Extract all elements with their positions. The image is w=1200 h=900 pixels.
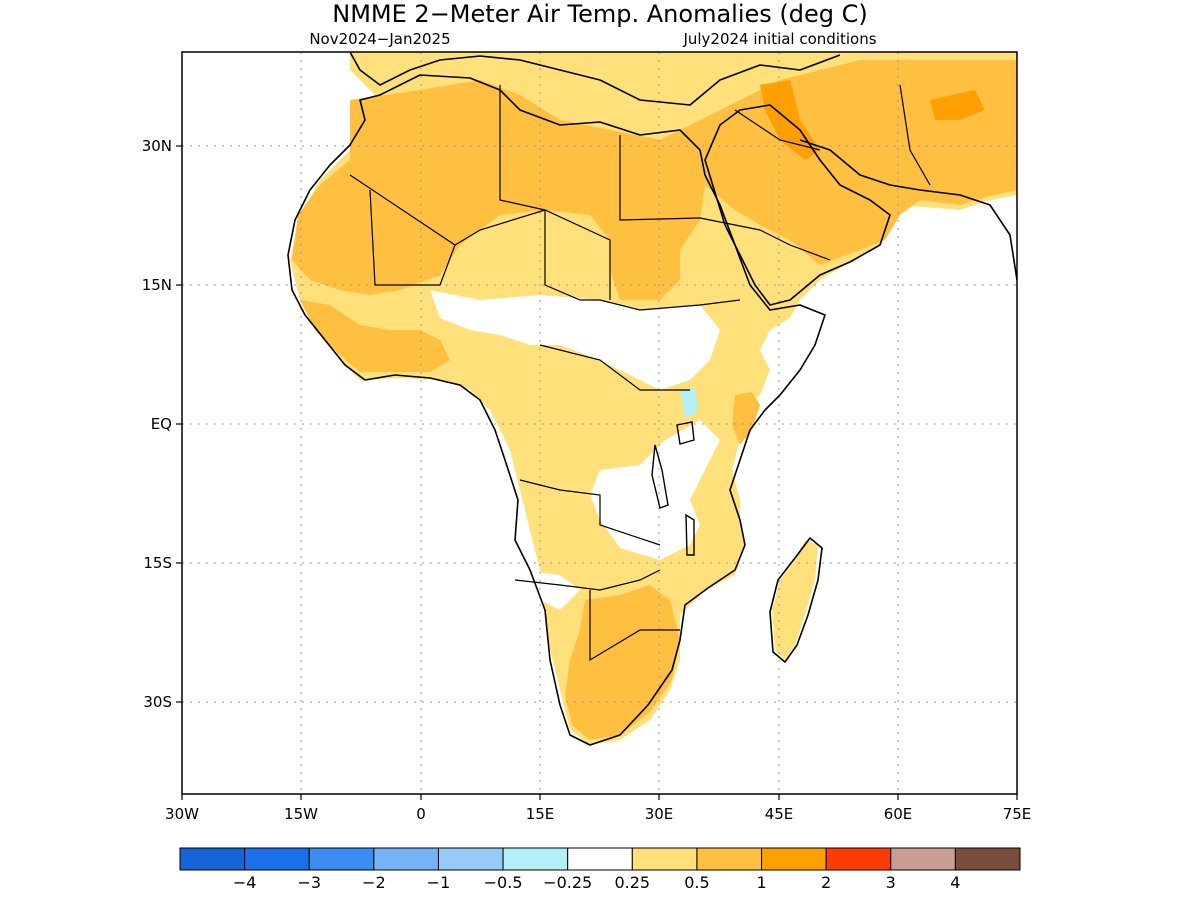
colorbar-swatch xyxy=(567,847,633,871)
colorbar-label: 3 xyxy=(886,873,896,892)
lat-label: 15S xyxy=(143,554,172,572)
anomaly-region-medium xyxy=(292,60,1017,300)
colorbar-swatch xyxy=(437,847,504,871)
colorbar-swatch xyxy=(631,847,698,871)
lake-victoria xyxy=(676,421,695,445)
anomaly-region-medium xyxy=(300,300,450,372)
colorbar-label: 0.5 xyxy=(684,873,709,892)
anomaly-region-neutral xyxy=(430,290,720,390)
lon-label: 75E xyxy=(1003,805,1032,823)
lon-label: 15E xyxy=(526,805,555,823)
colorbar-swatch xyxy=(244,847,310,871)
arabia-coastline xyxy=(704,104,891,306)
map-subtitle-initial-conditions: July2024 initial conditions xyxy=(682,30,876,48)
color-legend-bar xyxy=(179,847,1021,871)
lat-label: 15N xyxy=(142,276,172,294)
lon-label: 30E xyxy=(645,805,674,823)
colorbar-label: −3 xyxy=(297,873,321,892)
africa-coastline xyxy=(287,74,826,746)
colorbar-label: −0.5 xyxy=(484,873,523,892)
colorbar-swatch xyxy=(179,847,246,871)
lon-label: 45E xyxy=(765,805,794,823)
colorbar-swatch xyxy=(308,847,375,871)
longitude-labels: 30W 15W 0 15E 30E 45E 60E 75E xyxy=(165,805,1031,823)
colorbar-label: 2 xyxy=(821,873,831,892)
lat-label: 30N xyxy=(142,137,172,155)
latitude-labels: 30N 15N EQ 15S 30S xyxy=(142,137,172,711)
lon-label: 60E xyxy=(884,805,913,823)
colorbar-swatch xyxy=(890,847,956,871)
country-borders xyxy=(349,84,931,662)
madagascar-coastline xyxy=(769,537,823,663)
colorbar-label: −4 xyxy=(233,873,257,892)
map-subtitle-period: Nov2024−Jan2025 xyxy=(309,30,450,48)
lake-tanganyika xyxy=(651,444,669,509)
colorbar-label: 0.25 xyxy=(614,873,650,892)
map-area xyxy=(182,52,1017,794)
colorbar-swatch xyxy=(825,847,892,871)
anomaly-region-light xyxy=(772,540,818,660)
anomaly-region-neutral xyxy=(520,570,580,610)
colorbar-label: 4 xyxy=(950,873,960,892)
lon-label: 0 xyxy=(416,805,426,823)
lon-label: 15W xyxy=(284,805,318,823)
color-legend-labels: −4 −3 −2 −1 −0.5 −0.25 0.25 0.5 1 2 3 4 xyxy=(233,873,961,892)
lake-malawi xyxy=(685,513,695,556)
colorbar-label: −1 xyxy=(427,873,451,892)
colorbar-label: −0.25 xyxy=(543,873,592,892)
graticule xyxy=(182,52,1017,794)
colorbar-swatch xyxy=(761,847,827,871)
anomaly-region-strong xyxy=(930,90,985,120)
lakes xyxy=(651,421,695,556)
anomaly-region-strong xyxy=(760,80,820,160)
lat-label: EQ xyxy=(151,415,172,433)
anomaly-region-cool xyxy=(680,388,698,418)
colorbar-swatch xyxy=(373,847,439,871)
colorbar-swatch xyxy=(502,847,569,871)
colorbar-label: −2 xyxy=(362,873,386,892)
coastlines xyxy=(287,52,1017,746)
europe-coastline xyxy=(349,52,841,106)
gulf-coastline xyxy=(799,139,1017,281)
map-title: NMME 2−Meter Air Temp. Anomalies (deg C) xyxy=(332,0,867,28)
map-frame xyxy=(181,51,1018,795)
colorbar-swatch xyxy=(696,847,763,871)
colorbar-swatch xyxy=(954,847,1021,871)
colorbar-label: 1 xyxy=(756,873,766,892)
axis-ticks xyxy=(176,145,1018,800)
anomaly-region-medium xyxy=(732,392,760,445)
lat-label: 30S xyxy=(143,693,172,711)
lon-label: 30W xyxy=(165,805,199,823)
